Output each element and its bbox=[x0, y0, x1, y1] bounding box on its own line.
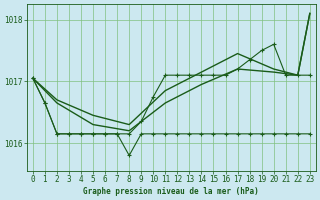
X-axis label: Graphe pression niveau de la mer (hPa): Graphe pression niveau de la mer (hPa) bbox=[84, 187, 259, 196]
